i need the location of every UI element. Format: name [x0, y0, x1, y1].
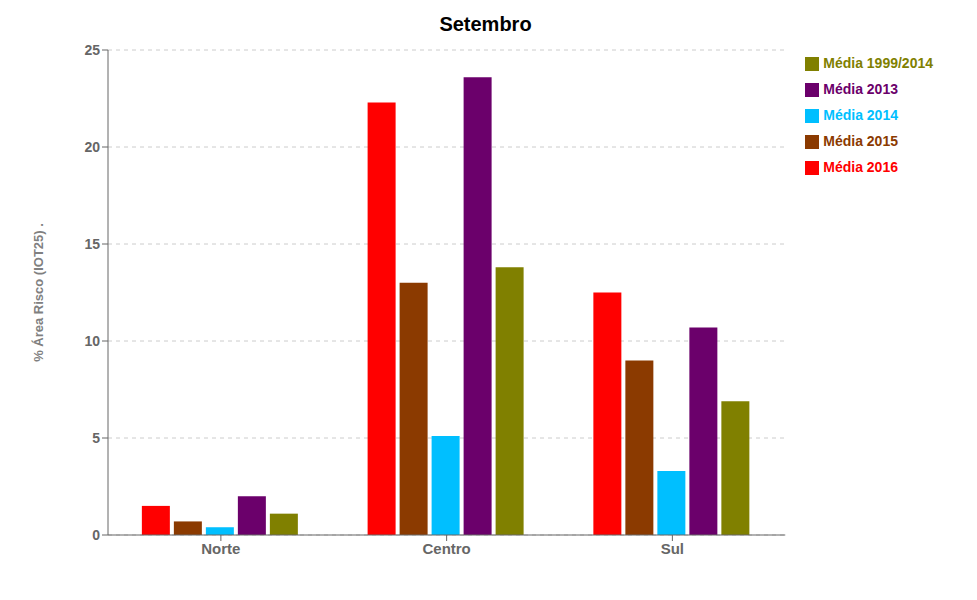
- svg-text:20: 20: [84, 139, 100, 155]
- html-text:Média 2015: Média 2015: [823, 133, 898, 149]
- html-text:Média 2016: Média 2016: [823, 159, 898, 175]
- svg-text:Centro: Centro: [422, 540, 470, 557]
- svg-text:Norte: Norte: [201, 540, 240, 557]
- html-text:Setembro: Setembro: [439, 13, 532, 35]
- svg-text:0: 0: [92, 527, 100, 543]
- svg-text:% Área Risco (IOT25) .: % Área Risco (IOT25) .: [31, 223, 46, 362]
- svg-text:25: 25: [84, 42, 100, 58]
- svg-text:5: 5: [92, 430, 100, 446]
- svg-text:Sul: Sul: [661, 540, 684, 557]
- html-text:Média 2014: Média 2014: [823, 107, 898, 123]
- svg-text:10: 10: [84, 333, 100, 349]
- html-text:Média 2013: Média 2013: [823, 81, 898, 97]
- svg-text:15: 15: [84, 236, 100, 252]
- html-text:Média 1999/2014: Média 1999/2014: [823, 55, 933, 71]
